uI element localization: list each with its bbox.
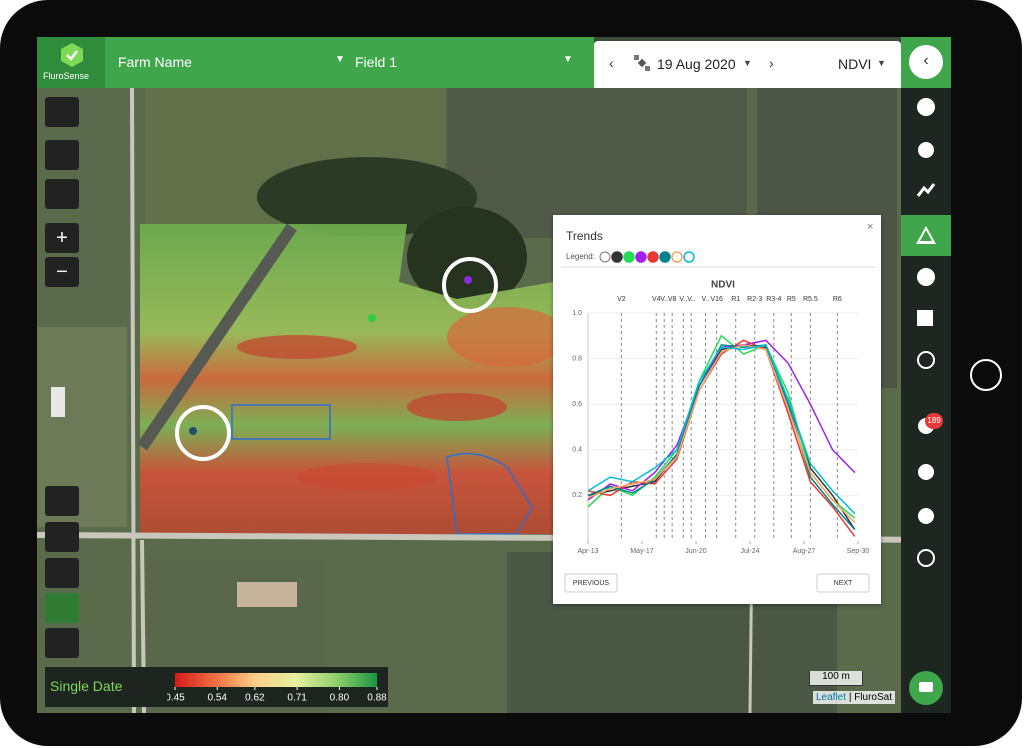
stage-label: V4	[652, 296, 661, 303]
close-button[interactable]: ×	[867, 221, 873, 233]
legend-swatch[interactable]	[671, 251, 683, 263]
alert-tool[interactable]	[45, 593, 79, 623]
y-tick-label: 0.8	[572, 355, 582, 362]
stage-label: R1	[731, 296, 740, 303]
stage-label: R5.5	[803, 296, 818, 303]
stage-label: R2-3	[747, 296, 762, 303]
legend-swatch[interactable]	[635, 251, 647, 263]
draw-tool[interactable]	[45, 522, 79, 552]
next-button[interactable]	[816, 573, 870, 593]
series-line	[587, 339, 856, 501]
layers-tool[interactable]	[45, 628, 79, 658]
collapse-area: ‹	[901, 37, 951, 88]
y-tick-label: 0.6	[572, 401, 582, 408]
caret: ▼	[335, 54, 345, 65]
series-line	[587, 344, 856, 531]
header-bar	[37, 37, 594, 88]
x-tick-label: Apr-13	[577, 548, 598, 555]
colorbar-ramp	[175, 673, 377, 687]
colorbar-label: 0.62	[245, 693, 265, 704]
colorbar: 0.45 0.54 0.62 0.71 0.80 0.88	[167, 673, 387, 704]
stage-label: V2	[617, 296, 626, 303]
y-tick-label: 0.2	[572, 492, 582, 499]
stage-label: R3-4	[766, 296, 781, 303]
next-label[interactable]: NEXT	[834, 580, 853, 587]
previous-label[interactable]: PREVIOUS	[573, 580, 610, 587]
series-line	[587, 344, 856, 515]
sidebar-icons[interactable]	[901, 88, 951, 713]
x-tick-label: May-17	[630, 548, 653, 555]
attribution: Leaflet | FluroSat	[813, 691, 895, 704]
legend-swatch[interactable]	[659, 251, 671, 263]
y-tick-label: 0.4	[572, 447, 582, 454]
field-select[interactable]: Field 1	[355, 54, 398, 70]
x-tick-label: Sep-30	[847, 548, 870, 555]
legend-swatch[interactable]	[647, 251, 659, 263]
logo-icon	[61, 43, 83, 67]
satellite-icon	[634, 55, 650, 71]
x-tick-label: Jun-20	[685, 548, 707, 555]
stage-label: R6	[833, 296, 842, 303]
scale-bar: 100 m	[809, 671, 863, 686]
stage-label: R5	[787, 296, 796, 303]
screen: FluroSense Farm Name ▼ Field 1 ▼ ‹ 19 Au…	[37, 37, 951, 713]
colorbar-label: 0.45	[167, 693, 185, 704]
stage-label: V..	[702, 296, 710, 303]
legend-swatch[interactable]	[683, 251, 695, 263]
collapse-button[interactable]: ‹	[909, 45, 943, 79]
trends-panel: Trends × Legend: PREVIOUS NEXT NDVI 0.2 0.…	[553, 215, 881, 604]
info-tool[interactable]	[45, 486, 79, 516]
colorbar-label: 0.88	[367, 693, 387, 704]
legend-swatch[interactable]	[623, 251, 635, 263]
stage-label: V16	[710, 296, 723, 303]
caret: ▼	[877, 58, 886, 68]
home-button[interactable]	[969, 358, 1003, 392]
legend-swatch[interactable]	[611, 251, 623, 263]
weather-tool[interactable]	[45, 558, 79, 588]
farm-select[interactable]: Farm Name	[118, 54, 192, 70]
stage-label: V8	[668, 296, 677, 303]
stage-label: V..	[679, 296, 687, 303]
logo[interactable]: FluroSense	[37, 37, 105, 88]
series-line	[587, 339, 856, 537]
date-bar	[594, 41, 901, 88]
zoom-in[interactable]: +	[45, 223, 79, 253]
legend-all-icon[interactable]	[599, 251, 611, 263]
x-tick-label: Jul-24	[740, 548, 759, 555]
series-line	[587, 344, 856, 524]
legend-label: Legend:	[566, 252, 595, 261]
notification-badge: 189	[925, 413, 943, 429]
layer-select[interactable]: NDVI	[838, 56, 872, 72]
x-tick-label: Aug-27	[793, 548, 816, 555]
sidebar: 189	[901, 88, 951, 713]
next-date[interactable]: ›	[769, 55, 774, 71]
caret: ▼	[563, 54, 573, 65]
trends-chart: Trends × Legend: PREVIOUS NEXT NDVI 0.2 0.…	[561, 221, 875, 593]
caret: ▼	[743, 58, 752, 68]
locate-tool[interactable]	[45, 97, 79, 127]
attribution-text: | FluroSat	[848, 692, 892, 703]
colorbar-label: 0.54	[208, 693, 228, 704]
crosshair-tool[interactable]	[45, 140, 79, 170]
colorbar-label: 0.80	[330, 693, 350, 704]
panel-title: Trends	[566, 229, 603, 243]
previous-button[interactable]	[564, 573, 618, 593]
brand: FluroSense	[43, 71, 90, 81]
zoom-out[interactable]: −	[45, 257, 79, 287]
colorbar-label: 0.71	[287, 693, 307, 704]
series-line	[587, 334, 856, 519]
chart-title: NDVI	[711, 280, 735, 291]
series-line	[587, 344, 856, 531]
chat-button[interactable]	[909, 671, 943, 705]
stage-label: V..	[660, 296, 668, 303]
y-tick-label: 1.0	[572, 310, 582, 317]
prev-date[interactable]: ‹	[609, 55, 614, 71]
mode-select[interactable]: Single Date	[50, 678, 123, 694]
leaflet-link[interactable]: Leaflet	[816, 692, 847, 703]
chat-icon	[919, 682, 933, 692]
stage-label: V..	[687, 296, 695, 303]
ruler-tool[interactable]	[45, 179, 79, 209]
date-select[interactable]: 19 Aug 2020	[657, 56, 736, 72]
